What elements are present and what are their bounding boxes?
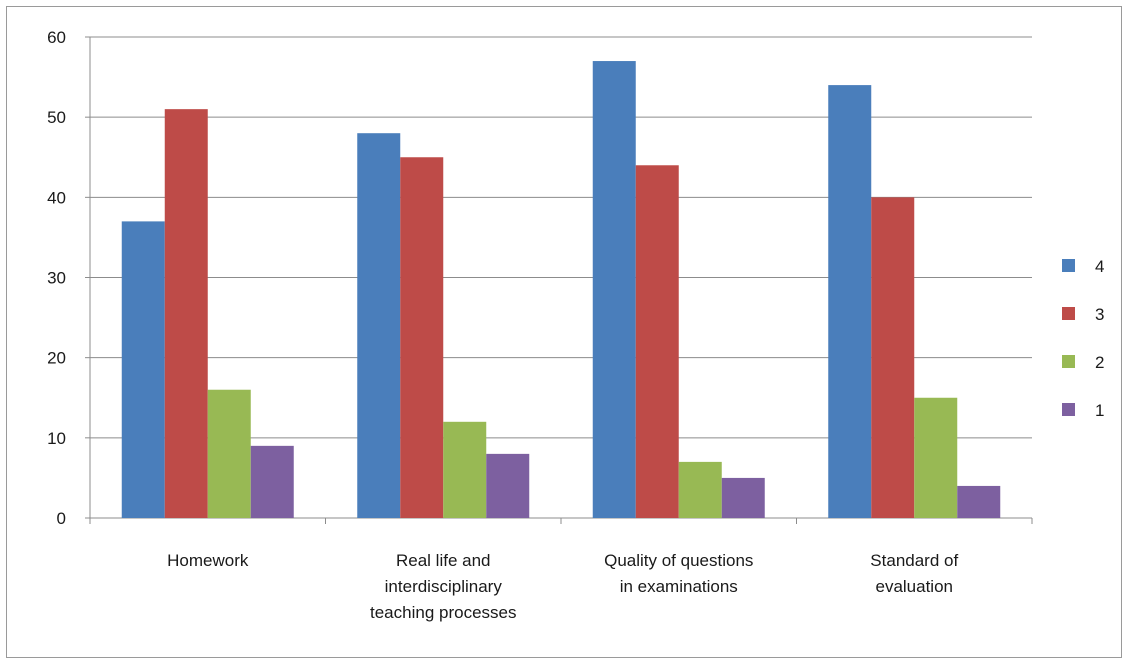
bar-series-1-cat-0 — [250, 445, 294, 518]
legend-swatch-1 — [1062, 403, 1075, 416]
bar-series-3-cat-3 — [871, 197, 915, 519]
legend-swatch-3 — [1062, 307, 1075, 320]
bar-series-2-cat-0 — [207, 389, 251, 518]
bar-series-4-cat-3 — [828, 85, 872, 518]
y-tick-label: 30 — [47, 269, 66, 288]
legend-swatch-4 — [1062, 259, 1075, 272]
x-category-label: Quality of questions in examinations — [604, 551, 753, 596]
bar-series-1-cat-3 — [957, 485, 1001, 518]
legend-label-2: 2 — [1095, 353, 1104, 372]
x-category-label-line: interdisciplinary — [385, 577, 503, 596]
bar-series-1-cat-2 — [721, 477, 765, 518]
labels: 0 10 20 30 40 50 60 Homework Real life and interd… — [47, 28, 958, 622]
y-tick-label: 40 — [47, 188, 66, 207]
bar-series-4-cat-0 — [121, 221, 165, 518]
y-tick-label: 50 — [47, 108, 66, 127]
legend-label-4: 4 — [1095, 257, 1104, 276]
y-tick-label: 10 — [47, 429, 66, 448]
x-category-label-line: in examinations — [620, 577, 738, 596]
x-category-label-line: Real life and — [396, 551, 491, 570]
bar-series-3-cat-0 — [164, 109, 208, 519]
y-tick-label: 60 — [47, 28, 66, 47]
bar-series-2-cat-2 — [678, 461, 722, 518]
bars — [121, 61, 1001, 519]
bar-series-1-cat-1 — [486, 453, 530, 518]
x-category-label: Homework — [167, 551, 249, 570]
x-category-label: Real life and interdisciplinary teaching p… — [370, 551, 516, 622]
x-category-label-line: Quality of questions — [604, 551, 753, 570]
bar-series-4-cat-1 — [357, 133, 401, 518]
bar-series-2-cat-1 — [443, 421, 487, 518]
x-category-label-line: teaching processes — [370, 603, 516, 622]
bar-series-4-cat-2 — [592, 61, 636, 519]
x-category-label-line: Homework — [167, 551, 249, 570]
legend: 4 3 2 1 — [1062, 257, 1104, 420]
bar-series-2-cat-3 — [914, 397, 958, 518]
legend-label-3: 3 — [1095, 305, 1104, 324]
y-tick-label: 20 — [47, 349, 66, 368]
y-tick-label: 0 — [57, 509, 66, 528]
legend-label-1: 1 — [1095, 401, 1104, 420]
x-category-label-line: evaluation — [875, 577, 953, 596]
x-category-label-line: Standard of — [870, 551, 958, 570]
x-category-label: Standard of evaluation — [870, 551, 958, 596]
bar-series-3-cat-1 — [400, 157, 444, 518]
legend-swatch-2 — [1062, 355, 1075, 368]
bar-series-3-cat-2 — [635, 165, 679, 518]
